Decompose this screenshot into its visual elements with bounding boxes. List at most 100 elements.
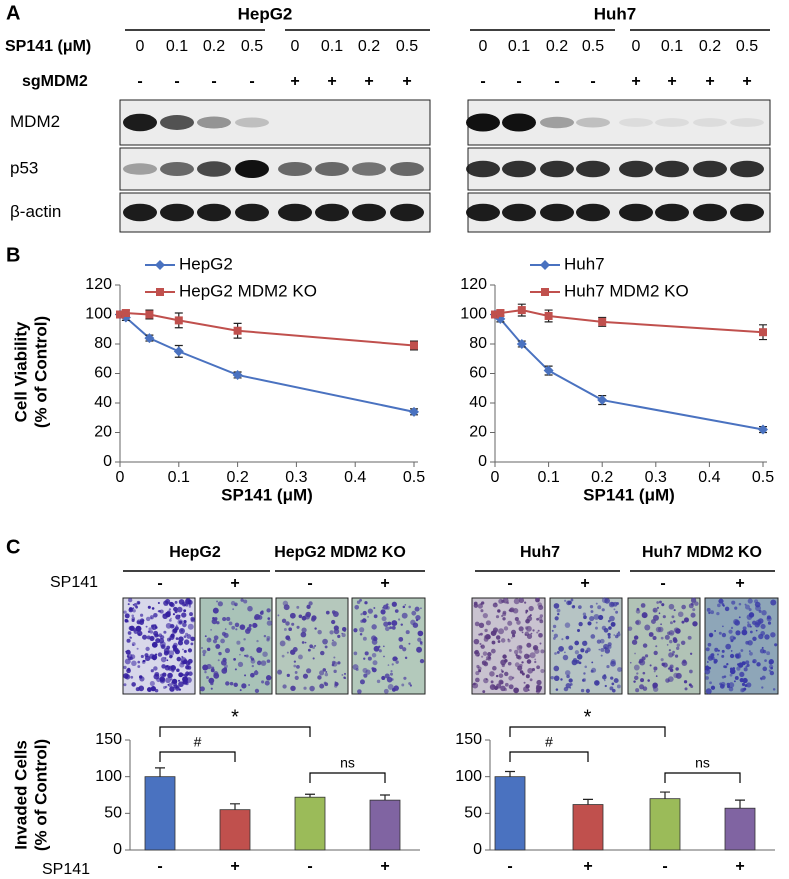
cell-stain [290,649,296,655]
blot-band [693,118,727,127]
cell-stain [595,621,598,624]
cell-stain [597,605,602,610]
cell-stain [337,634,341,639]
cell-stain [557,612,560,616]
cell-stain [729,673,733,677]
cell-stain [202,649,207,655]
cell-stain [539,619,544,624]
protein-label: MDM2 [10,112,60,131]
cell-stain [170,617,172,620]
error-bar [305,793,315,798]
bar [219,809,251,851]
cell-stain [635,619,642,626]
cell-stain [153,673,160,680]
blot-band [390,162,424,176]
cell-stain [502,617,506,621]
y-tick-label: 120 [460,276,487,293]
cell-stain [167,665,174,671]
cell-stain [382,645,385,648]
cell-stain [656,601,660,604]
cell-stain [182,622,187,628]
cell-stain [681,604,686,610]
cell-stain [317,629,322,635]
cell-stain [287,637,291,642]
blot-band [730,160,764,178]
cell-stain [381,616,387,622]
cell-stain [642,643,648,648]
cell-stain [709,681,712,685]
cell-stain [526,625,532,632]
cell-stain [169,686,175,692]
cell-stain [729,653,735,659]
cell-stain [764,659,767,662]
cell-stain [168,608,172,611]
blot-band [235,160,269,178]
cell-stain [731,600,736,605]
cell-stain [571,659,578,666]
cell-stain [353,628,358,633]
x-tick-label: 0.1 [537,469,559,486]
cell-stain [249,655,253,659]
cell-stain [229,681,234,686]
cell-stain [401,612,408,619]
cell-stain [507,661,512,666]
invasion-header: HepG2 MDM2 KO [274,544,406,561]
blot-band [502,160,536,178]
y-tick-label: 0 [103,453,112,470]
cell-stain [669,639,673,644]
cell-stain [742,677,748,684]
cell-stain [182,673,186,677]
blot-band [352,162,386,176]
cell-stain [615,610,619,614]
cell-stain [393,685,399,691]
cell-stain [484,628,488,633]
cell-stain [669,668,674,673]
cell-stain [184,674,188,678]
cell-stain [721,654,725,658]
significance-label: # [194,734,202,750]
cell-stain [759,677,763,680]
cell-stain [756,662,761,667]
cell-stain [172,613,176,616]
cell-stain [150,624,155,628]
error-bar [735,799,745,809]
blot-band [619,160,653,178]
cell-stain [590,634,596,639]
cell-stain [332,611,339,618]
cell-stain [706,668,709,672]
cell-stain [534,660,537,664]
cell-stain [595,602,598,605]
cell-stain [210,668,215,673]
cell-stain [610,621,616,627]
cell-stain [668,603,675,610]
cell-stain [729,668,736,675]
legend-marker [156,288,164,296]
point [144,333,155,344]
cell-stain [604,648,611,654]
sg-label: + [667,73,676,90]
cell-stain [252,622,258,629]
cell-stain [371,667,375,670]
cell-stain [302,673,309,679]
cell-stain [131,682,136,687]
point [491,310,499,319]
cell-stain [561,638,564,641]
cell-stain [669,621,673,625]
cell-stain [513,598,520,605]
cell-stain [187,658,193,664]
cell-stain [190,616,195,622]
cell-stain [523,681,526,684]
cell-stain [710,653,715,657]
cell-stain [565,682,571,689]
cell-stain [690,612,696,618]
significance-bracket [159,751,236,762]
cell-stain [688,683,692,687]
cell-stain [616,684,621,689]
cell-stain [364,601,368,605]
cell-stain [745,660,750,665]
cell-stain [127,603,130,606]
cell-stain [668,649,671,652]
x-tick-label: - [307,858,312,875]
cell-stain [408,642,411,645]
cell-stain [501,614,504,618]
